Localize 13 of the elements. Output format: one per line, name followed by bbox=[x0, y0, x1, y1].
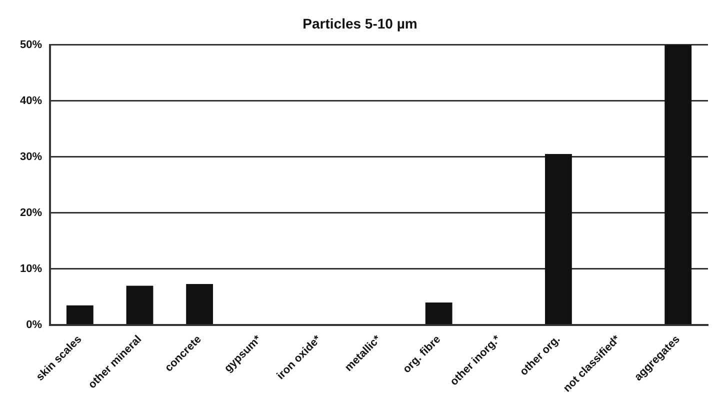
y-tick-label: 50% bbox=[20, 38, 42, 51]
y-tick-label: 0% bbox=[26, 318, 42, 331]
bar bbox=[664, 44, 692, 324]
bar bbox=[126, 286, 154, 324]
chart-title: Particles 5-10 µm bbox=[302, 15, 418, 32]
y-tick-label: 40% bbox=[20, 94, 42, 107]
y-tick-label: 20% bbox=[20, 206, 42, 219]
bar bbox=[66, 305, 94, 324]
y-tick-label: 10% bbox=[20, 262, 42, 275]
bar bbox=[186, 284, 214, 324]
bar bbox=[425, 302, 452, 324]
bar bbox=[545, 154, 572, 324]
y-tick-label: 30% bbox=[20, 150, 42, 163]
